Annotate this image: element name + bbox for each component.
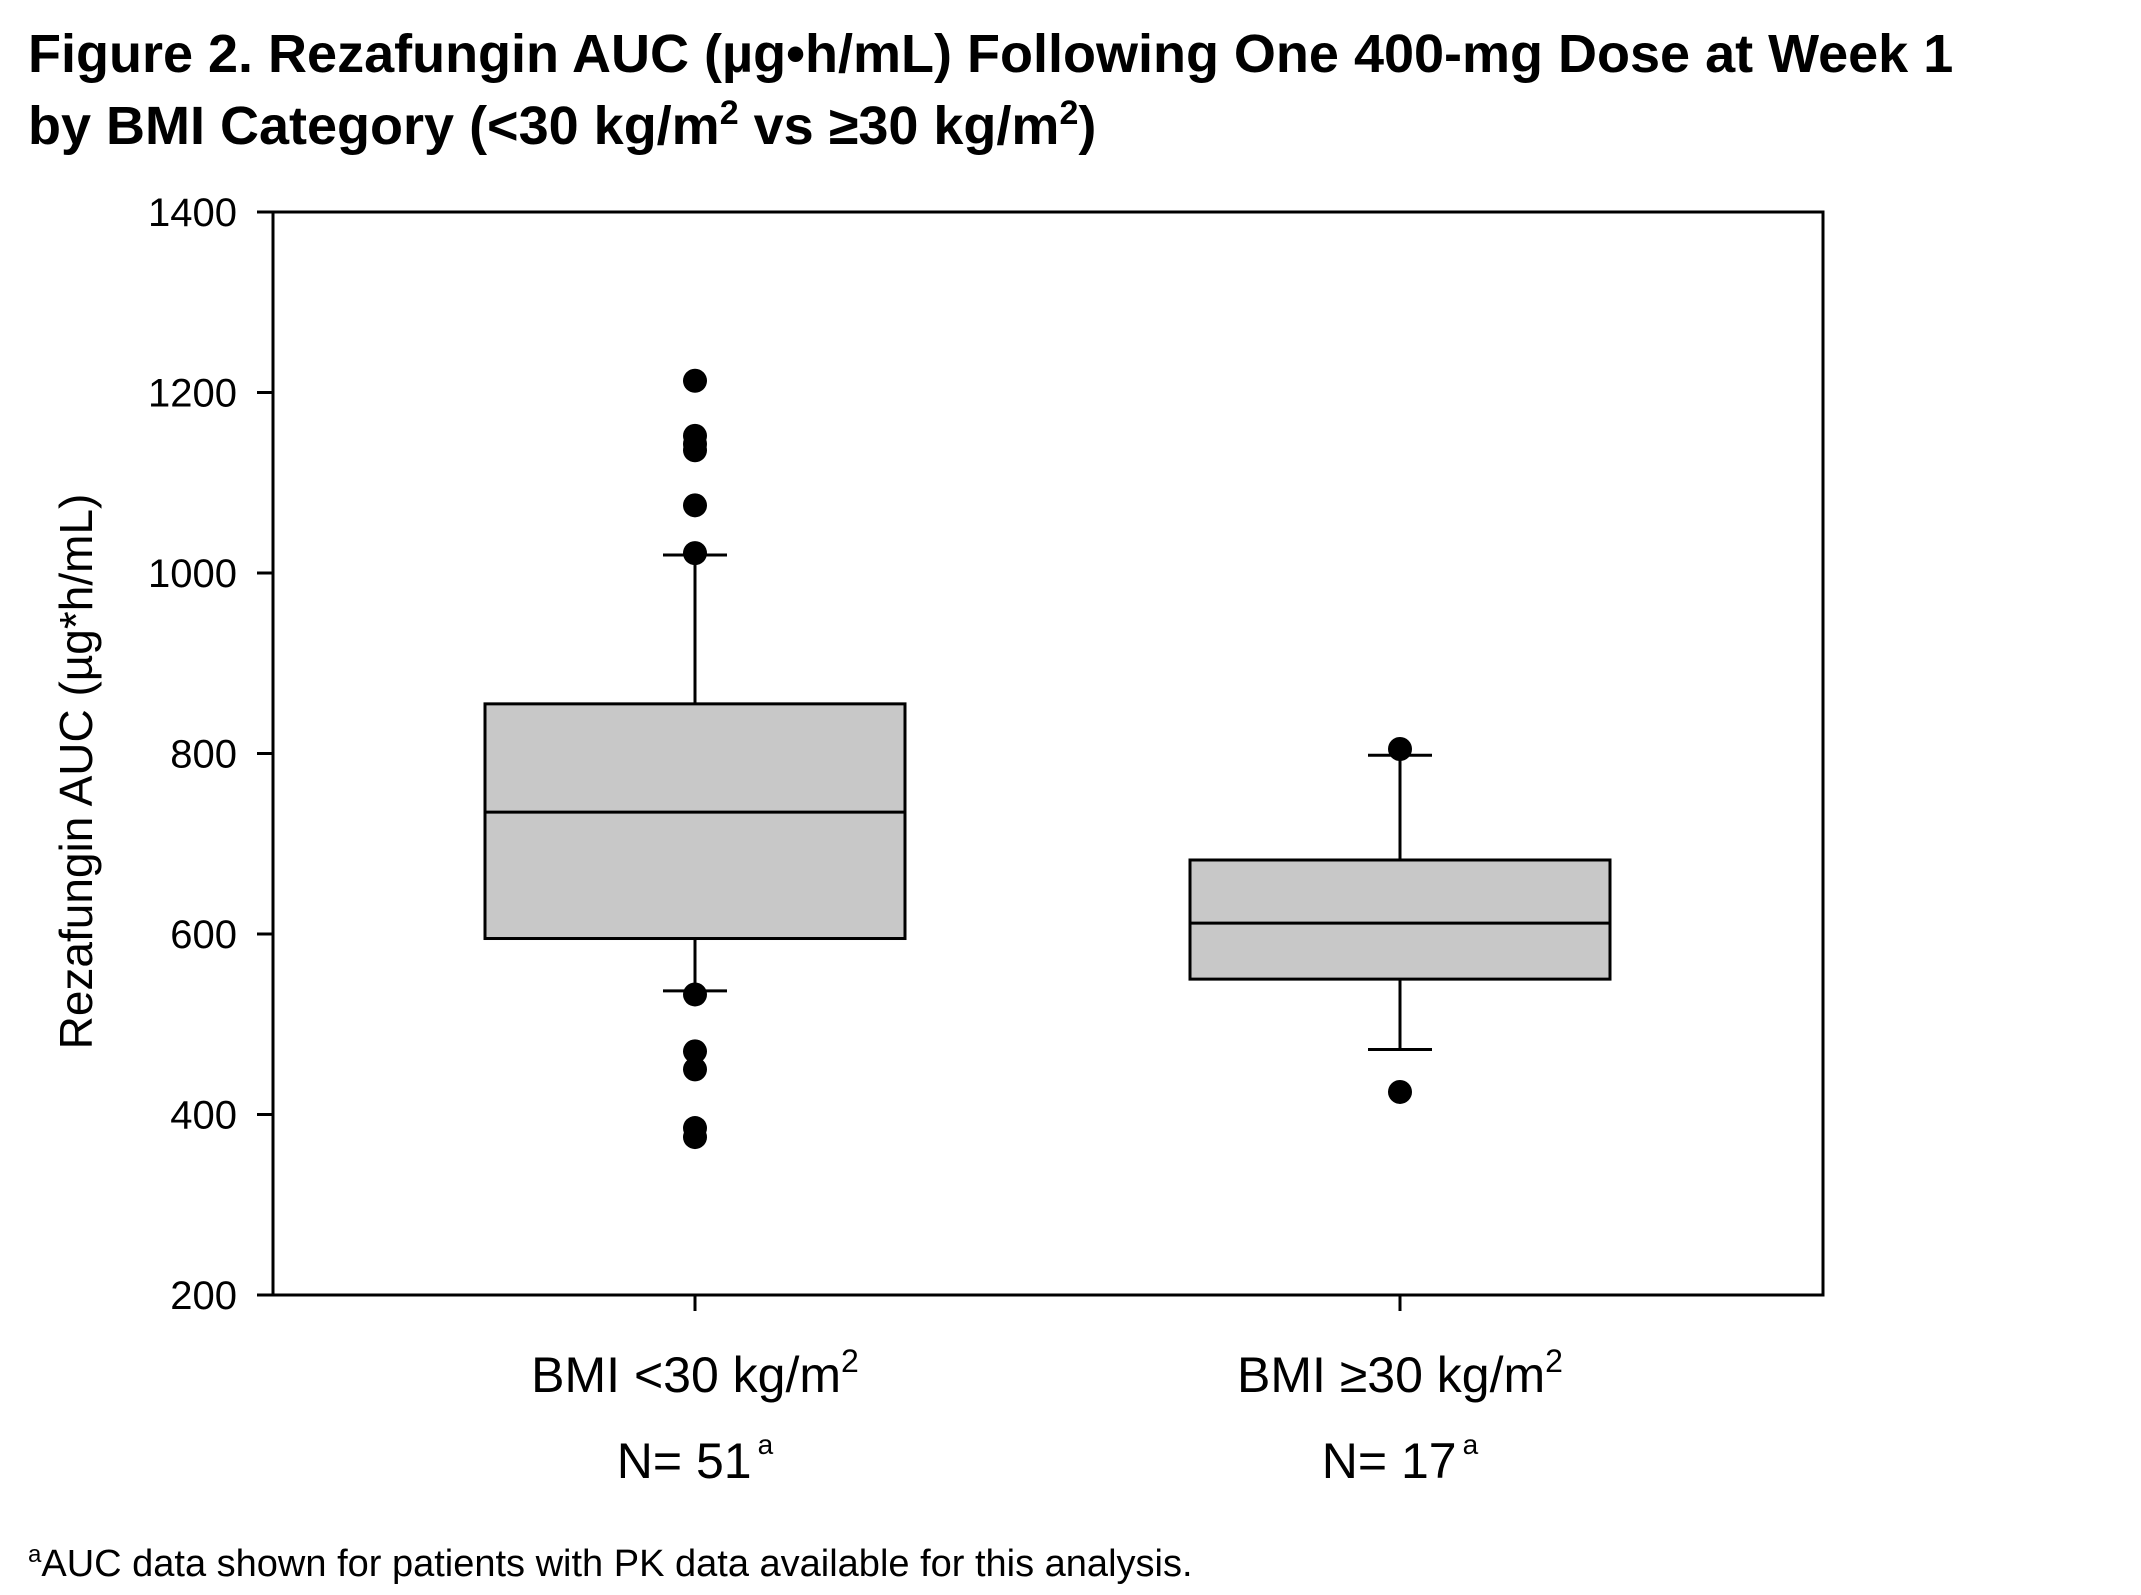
footnote: aAUC data shown for patients with PK dat…: [28, 1543, 1193, 1586]
title-line-2: by BMI Category (<30 kg/m2 vs ≥30 kg/m2): [28, 90, 2128, 162]
y-tick-label: 1200: [148, 372, 237, 416]
footnote-marker: a: [28, 1541, 42, 1568]
y-axis-label: Rezafungin AUC (µg*h/mL): [50, 494, 102, 1050]
outlier-point: [683, 541, 707, 566]
outlier-point: [683, 1039, 707, 1064]
x-category-n-text: N= 17: [1322, 1433, 1457, 1489]
figure-title: Figure 2. Rezafungin AUC (µg•h/mL) Follo…: [28, 18, 2128, 162]
outlier-point: [683, 438, 707, 463]
title-superscript-1: 2: [719, 94, 739, 132]
outlier-point: [1388, 1079, 1412, 1104]
outlier-point: [1388, 736, 1412, 761]
outlier-point: [683, 493, 707, 518]
y-tick-label: 1000: [148, 552, 237, 596]
y-tick-label: 400: [170, 1094, 237, 1138]
outlier-point: [683, 1057, 707, 1082]
x-category-label-text: BMI <30 kg/m: [531, 1347, 841, 1403]
box-plot-chart: 200 400 600 800 1000 1200 1400 Rezafungin AUC (…: [50, 191, 1825, 1489]
y-tick-label: 200: [170, 1274, 237, 1318]
x-category-label: BMI ≥30 kg/m2: [1237, 1343, 1563, 1403]
x-category-n-label: N= 17 a: [1322, 1429, 1479, 1489]
x-category-n-superscript: a: [1463, 1429, 1479, 1460]
y-tick-label: 600: [170, 913, 237, 957]
x-category-label-superscript: 2: [1545, 1343, 1563, 1379]
title-line-1: Figure 2. Rezafungin AUC (µg•h/mL) Follo…: [28, 24, 1954, 84]
x-category-label-superscript: 2: [841, 1343, 859, 1379]
y-tick-label: 800: [170, 733, 237, 777]
x-category-n-text: N= 51: [617, 1433, 752, 1489]
outlier-point: [683, 368, 707, 393]
title-line-2-end: ): [1078, 96, 1097, 156]
title-line-2-middle: vs ≥30 kg/m: [738, 96, 1060, 156]
x-category-n-superscript: a: [758, 1429, 774, 1460]
box-iqr: [1188, 858, 1612, 981]
footnote-text: AUC data shown for patients with PK data…: [41, 1543, 1193, 1585]
x-category-label-text: BMI ≥30 kg/m: [1237, 1347, 1545, 1403]
x-category-label: BMI <30 kg/m2: [531, 1343, 859, 1403]
title-superscript-2: 2: [1059, 94, 1079, 132]
y-tick-label: 1400: [148, 191, 237, 235]
outlier-point: [683, 1125, 707, 1150]
box-iqr: [483, 702, 907, 941]
title-line-2-start: by BMI Category (<30 kg/m: [28, 96, 720, 156]
outlier-point: [683, 982, 707, 1007]
x-category-n-label: N= 51 a: [617, 1429, 774, 1489]
